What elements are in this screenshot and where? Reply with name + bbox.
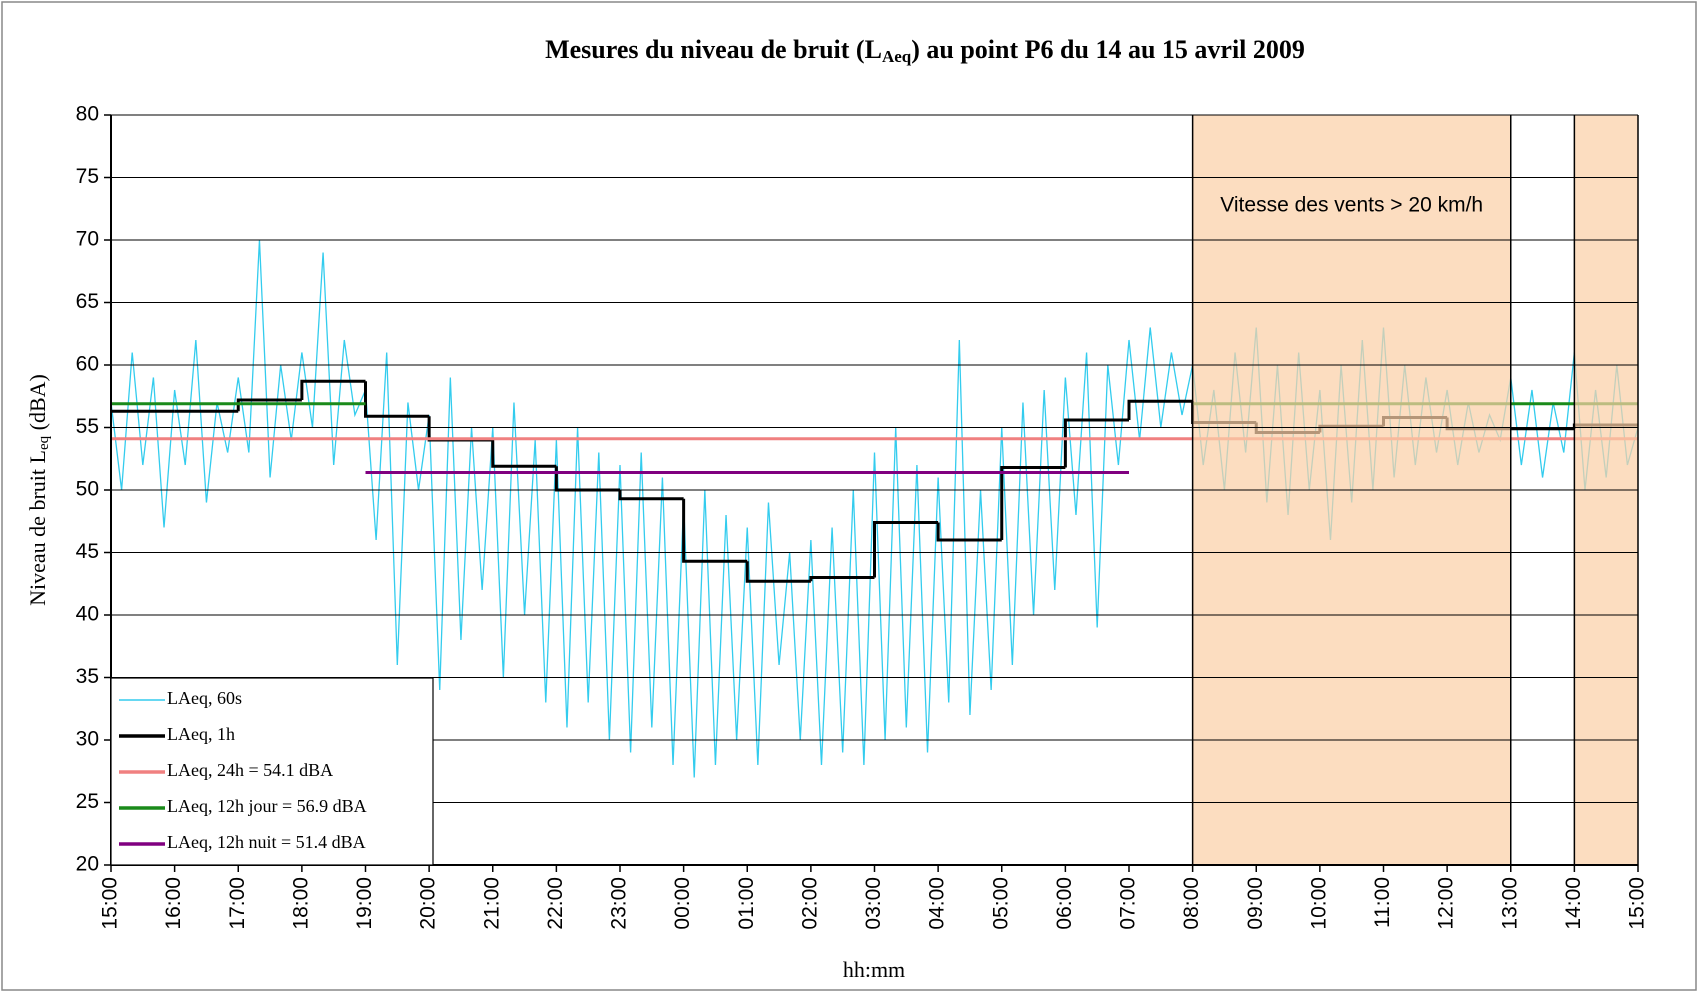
step-segment bbox=[745, 561, 811, 583]
x-tick-label: 21:00 bbox=[480, 877, 503, 930]
y-tick-label: 70 bbox=[76, 228, 99, 251]
y-tick-label: 45 bbox=[76, 540, 99, 563]
y-axis-label: Niveau de bruit Leq (dBA) bbox=[25, 374, 52, 606]
x-tick-label: 03:00 bbox=[862, 877, 885, 930]
step-segment bbox=[491, 440, 557, 468]
y-label-subscript: eq bbox=[36, 435, 52, 450]
step-segment bbox=[618, 490, 684, 501]
y-tick-label: 75 bbox=[76, 165, 99, 188]
x-tick-label: 19:00 bbox=[353, 877, 376, 930]
step-segment bbox=[1000, 466, 1066, 540]
chart-title: Mesures du niveau de bruit (LAeq) au poi… bbox=[545, 35, 1305, 66]
y-label-part: Niveau de bruit L bbox=[25, 450, 50, 606]
y-tick-label: 50 bbox=[76, 478, 99, 501]
x-tick-label: 05:00 bbox=[989, 877, 1012, 930]
step-segment bbox=[364, 381, 430, 418]
step-segment bbox=[936, 522, 1002, 542]
y-tick-label: 80 bbox=[76, 103, 99, 126]
x-tick-label: 02:00 bbox=[798, 877, 821, 930]
y-tick-label: 20 bbox=[76, 853, 99, 876]
x-tick-label: 07:00 bbox=[1117, 877, 1140, 930]
x-tick-label: 20:00 bbox=[417, 877, 440, 930]
title-part: ) au point P6 du 14 au 15 avril 2009 bbox=[911, 35, 1305, 64]
legend-label: LAeq, 12h nuit = 51.4 dBA bbox=[167, 832, 366, 852]
title-subscript: Aeq bbox=[882, 47, 912, 66]
step-segment bbox=[873, 521, 939, 578]
x-tick-label: 06:00 bbox=[1053, 877, 1076, 930]
y-tick-label: 40 bbox=[76, 603, 99, 626]
annotation: Vitesse des vents > 20 km/h bbox=[1220, 194, 1483, 217]
y-tick-label: 60 bbox=[76, 353, 99, 376]
x-tick-label: 12:00 bbox=[1435, 877, 1458, 930]
x-tick-label: 10:00 bbox=[1307, 877, 1330, 930]
legend-label: LAeq, 1h bbox=[167, 724, 235, 744]
legend: LAeq, 60s LAeq, 1h LAeq, 24h = 54.1 dBA LAe… bbox=[110, 677, 434, 866]
x-tick-label: 23:00 bbox=[608, 877, 631, 930]
x-tick-label: 08:00 bbox=[1180, 877, 1203, 930]
x-tick-label: 14:00 bbox=[1562, 877, 1585, 930]
legend-label: LAeq, 24h = 54.1 dBA bbox=[167, 760, 333, 780]
y-tick-label: 65 bbox=[76, 290, 99, 313]
y-tick-label: 30 bbox=[76, 728, 99, 751]
x-tick-label: 15:00 bbox=[1626, 877, 1649, 930]
x-tick-label: 11:00 bbox=[1371, 877, 1394, 928]
x-tick-label: 22:00 bbox=[544, 877, 567, 930]
step-segment bbox=[809, 576, 875, 582]
x-tick-label: 17:00 bbox=[226, 877, 249, 930]
x-tick-label: 04:00 bbox=[926, 877, 949, 930]
legend-label: LAeq, 12h jour = 56.9 dBA bbox=[167, 796, 367, 816]
x-tick-label: 00:00 bbox=[671, 877, 694, 930]
x-tick-label: 09:00 bbox=[1244, 877, 1267, 930]
x-tick-label: 13:00 bbox=[1498, 877, 1521, 930]
x-axis-label: hh:mm bbox=[843, 957, 905, 982]
x-tick-label: 16:00 bbox=[162, 877, 185, 930]
y-label-part: (dBA) bbox=[25, 374, 50, 436]
x-tick-label: 18:00 bbox=[289, 877, 312, 930]
step-segment bbox=[300, 379, 366, 400]
x-tick-label: 15:00 bbox=[99, 877, 122, 930]
step-segment bbox=[1127, 399, 1193, 420]
step-segment bbox=[682, 498, 748, 563]
y-tick-label: 55 bbox=[76, 415, 99, 438]
legend-label: LAeq, 60s bbox=[167, 688, 242, 708]
x-tick-label: 01:00 bbox=[735, 877, 758, 930]
y-tick-label: 35 bbox=[76, 665, 99, 688]
step-segment bbox=[236, 398, 302, 412]
title-part: Mesures du niveau de bruit (L bbox=[545, 35, 882, 64]
y-tick-label: 25 bbox=[76, 790, 99, 813]
step-segment bbox=[1063, 418, 1129, 468]
